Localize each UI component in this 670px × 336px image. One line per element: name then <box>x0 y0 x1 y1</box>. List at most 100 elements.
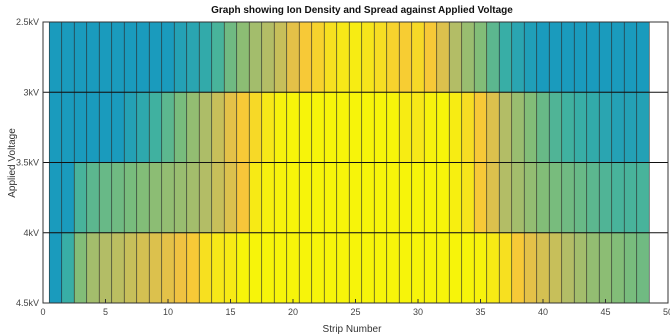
heatmap-cell <box>423 162 438 234</box>
heatmap-cell <box>348 21 363 93</box>
heatmap-cell <box>386 91 400 163</box>
heatmap-cell <box>411 162 425 234</box>
heatmap-cell <box>311 91 325 163</box>
heatmap-cell <box>423 91 438 163</box>
heatmap-cell <box>111 21 125 93</box>
heatmap-cell <box>236 91 250 163</box>
heatmap-cell <box>111 162 125 234</box>
heatmap-cell <box>323 21 338 93</box>
heatmap-cell <box>586 162 600 234</box>
heatmap-cell <box>161 91 175 163</box>
heatmap-cell <box>111 91 125 163</box>
x-tick-label: 0 <box>40 307 45 317</box>
heatmap-cell <box>273 91 288 163</box>
heatmap-cell <box>623 162 638 234</box>
heatmap-cell <box>561 91 575 163</box>
heatmap-cell <box>523 162 538 234</box>
heatmap-cell <box>273 162 288 234</box>
heatmap-cell <box>598 162 613 234</box>
heatmap-cell <box>561 21 575 93</box>
heatmap-cell <box>486 162 500 234</box>
heatmap-cell <box>73 21 88 93</box>
heatmap-cell <box>336 21 350 93</box>
heatmap-cell <box>436 162 450 234</box>
heatmap-cell <box>523 232 538 304</box>
heatmap-cell <box>161 162 175 234</box>
heatmap-cell <box>148 162 163 234</box>
heatmap-cell <box>298 162 313 234</box>
heatmap-cell <box>473 91 488 163</box>
heatmap-cell <box>511 232 525 304</box>
heatmap-cell <box>361 232 375 304</box>
heatmap-cell <box>573 91 588 163</box>
heatmap-cell <box>398 232 413 304</box>
heatmap-cell <box>123 91 138 163</box>
heatmap-cell <box>461 21 475 93</box>
heatmap-cell <box>98 232 113 304</box>
heatmap-cell <box>173 91 188 163</box>
heatmap-cell <box>336 91 350 163</box>
heatmap-cell <box>223 91 238 163</box>
heatmap-cell <box>536 232 550 304</box>
heatmap-cell <box>186 91 200 163</box>
heatmap-cell <box>286 162 300 234</box>
heatmap-cell <box>573 21 588 93</box>
heatmap-cell <box>636 91 650 163</box>
heatmap-cell <box>536 91 550 163</box>
heatmap-cell <box>136 91 150 163</box>
heatmap-cell <box>173 162 188 234</box>
heatmap-cell <box>323 91 338 163</box>
heatmap-cell <box>386 162 400 234</box>
heatmap-cell <box>261 162 275 234</box>
heatmap-cell <box>86 21 100 93</box>
x-tick-label: 45 <box>600 307 610 317</box>
heatmap-cell <box>598 232 613 304</box>
heatmap-cell <box>198 91 213 163</box>
heatmap-cell <box>498 91 513 163</box>
heatmap-cell <box>261 21 275 93</box>
heatmap-cell <box>511 91 525 163</box>
heatmap-cell <box>61 232 75 304</box>
heatmap-cell <box>386 232 400 304</box>
x-tick-label: 30 <box>413 307 423 317</box>
heatmap-cell <box>361 21 375 93</box>
heatmap-cell <box>361 162 375 234</box>
heatmap-cell <box>148 232 163 304</box>
heatmap-cell <box>598 21 613 93</box>
heatmap-cell <box>598 91 613 163</box>
heatmap-cell <box>286 21 300 93</box>
heatmap-cell <box>48 162 63 234</box>
heatmap-cell <box>273 232 288 304</box>
heatmap-cell <box>586 91 600 163</box>
heatmap-cell <box>298 232 313 304</box>
heatmap-cell <box>511 162 525 234</box>
heatmap-cell <box>161 232 175 304</box>
heatmap-cell <box>623 91 638 163</box>
heatmap-cell <box>548 162 563 234</box>
heatmap-cell <box>398 162 413 234</box>
heatmap-cell <box>236 21 250 93</box>
x-tick-label: 40 <box>538 307 548 317</box>
heatmap-cell <box>286 232 300 304</box>
x-axis-ticks: 0 5 10 15 20 25 30 35 40 45 50 <box>40 299 670 317</box>
heatmap-cell <box>411 232 425 304</box>
heatmap-cell <box>61 162 75 234</box>
heatmap-cell <box>448 232 463 304</box>
x-tick-label: 25 <box>350 307 360 317</box>
heatmap-cell <box>573 162 588 234</box>
heatmap-cell <box>448 91 463 163</box>
heatmap-cell <box>248 232 263 304</box>
heatmap-cell <box>211 232 225 304</box>
heatmap-cell <box>448 162 463 234</box>
heatmap-cell <box>136 162 150 234</box>
heatmap-cell <box>173 232 188 304</box>
heatmap-cell <box>548 232 563 304</box>
heatmap-cell <box>311 162 325 234</box>
heatmap-cell <box>498 162 513 234</box>
x-tick-label: 5 <box>103 307 108 317</box>
heatmap-cell <box>123 162 138 234</box>
heatmap-cell <box>48 91 63 163</box>
heatmap-cell <box>148 91 163 163</box>
heatmap-cell <box>173 21 188 93</box>
heatmap-cell <box>423 21 438 93</box>
